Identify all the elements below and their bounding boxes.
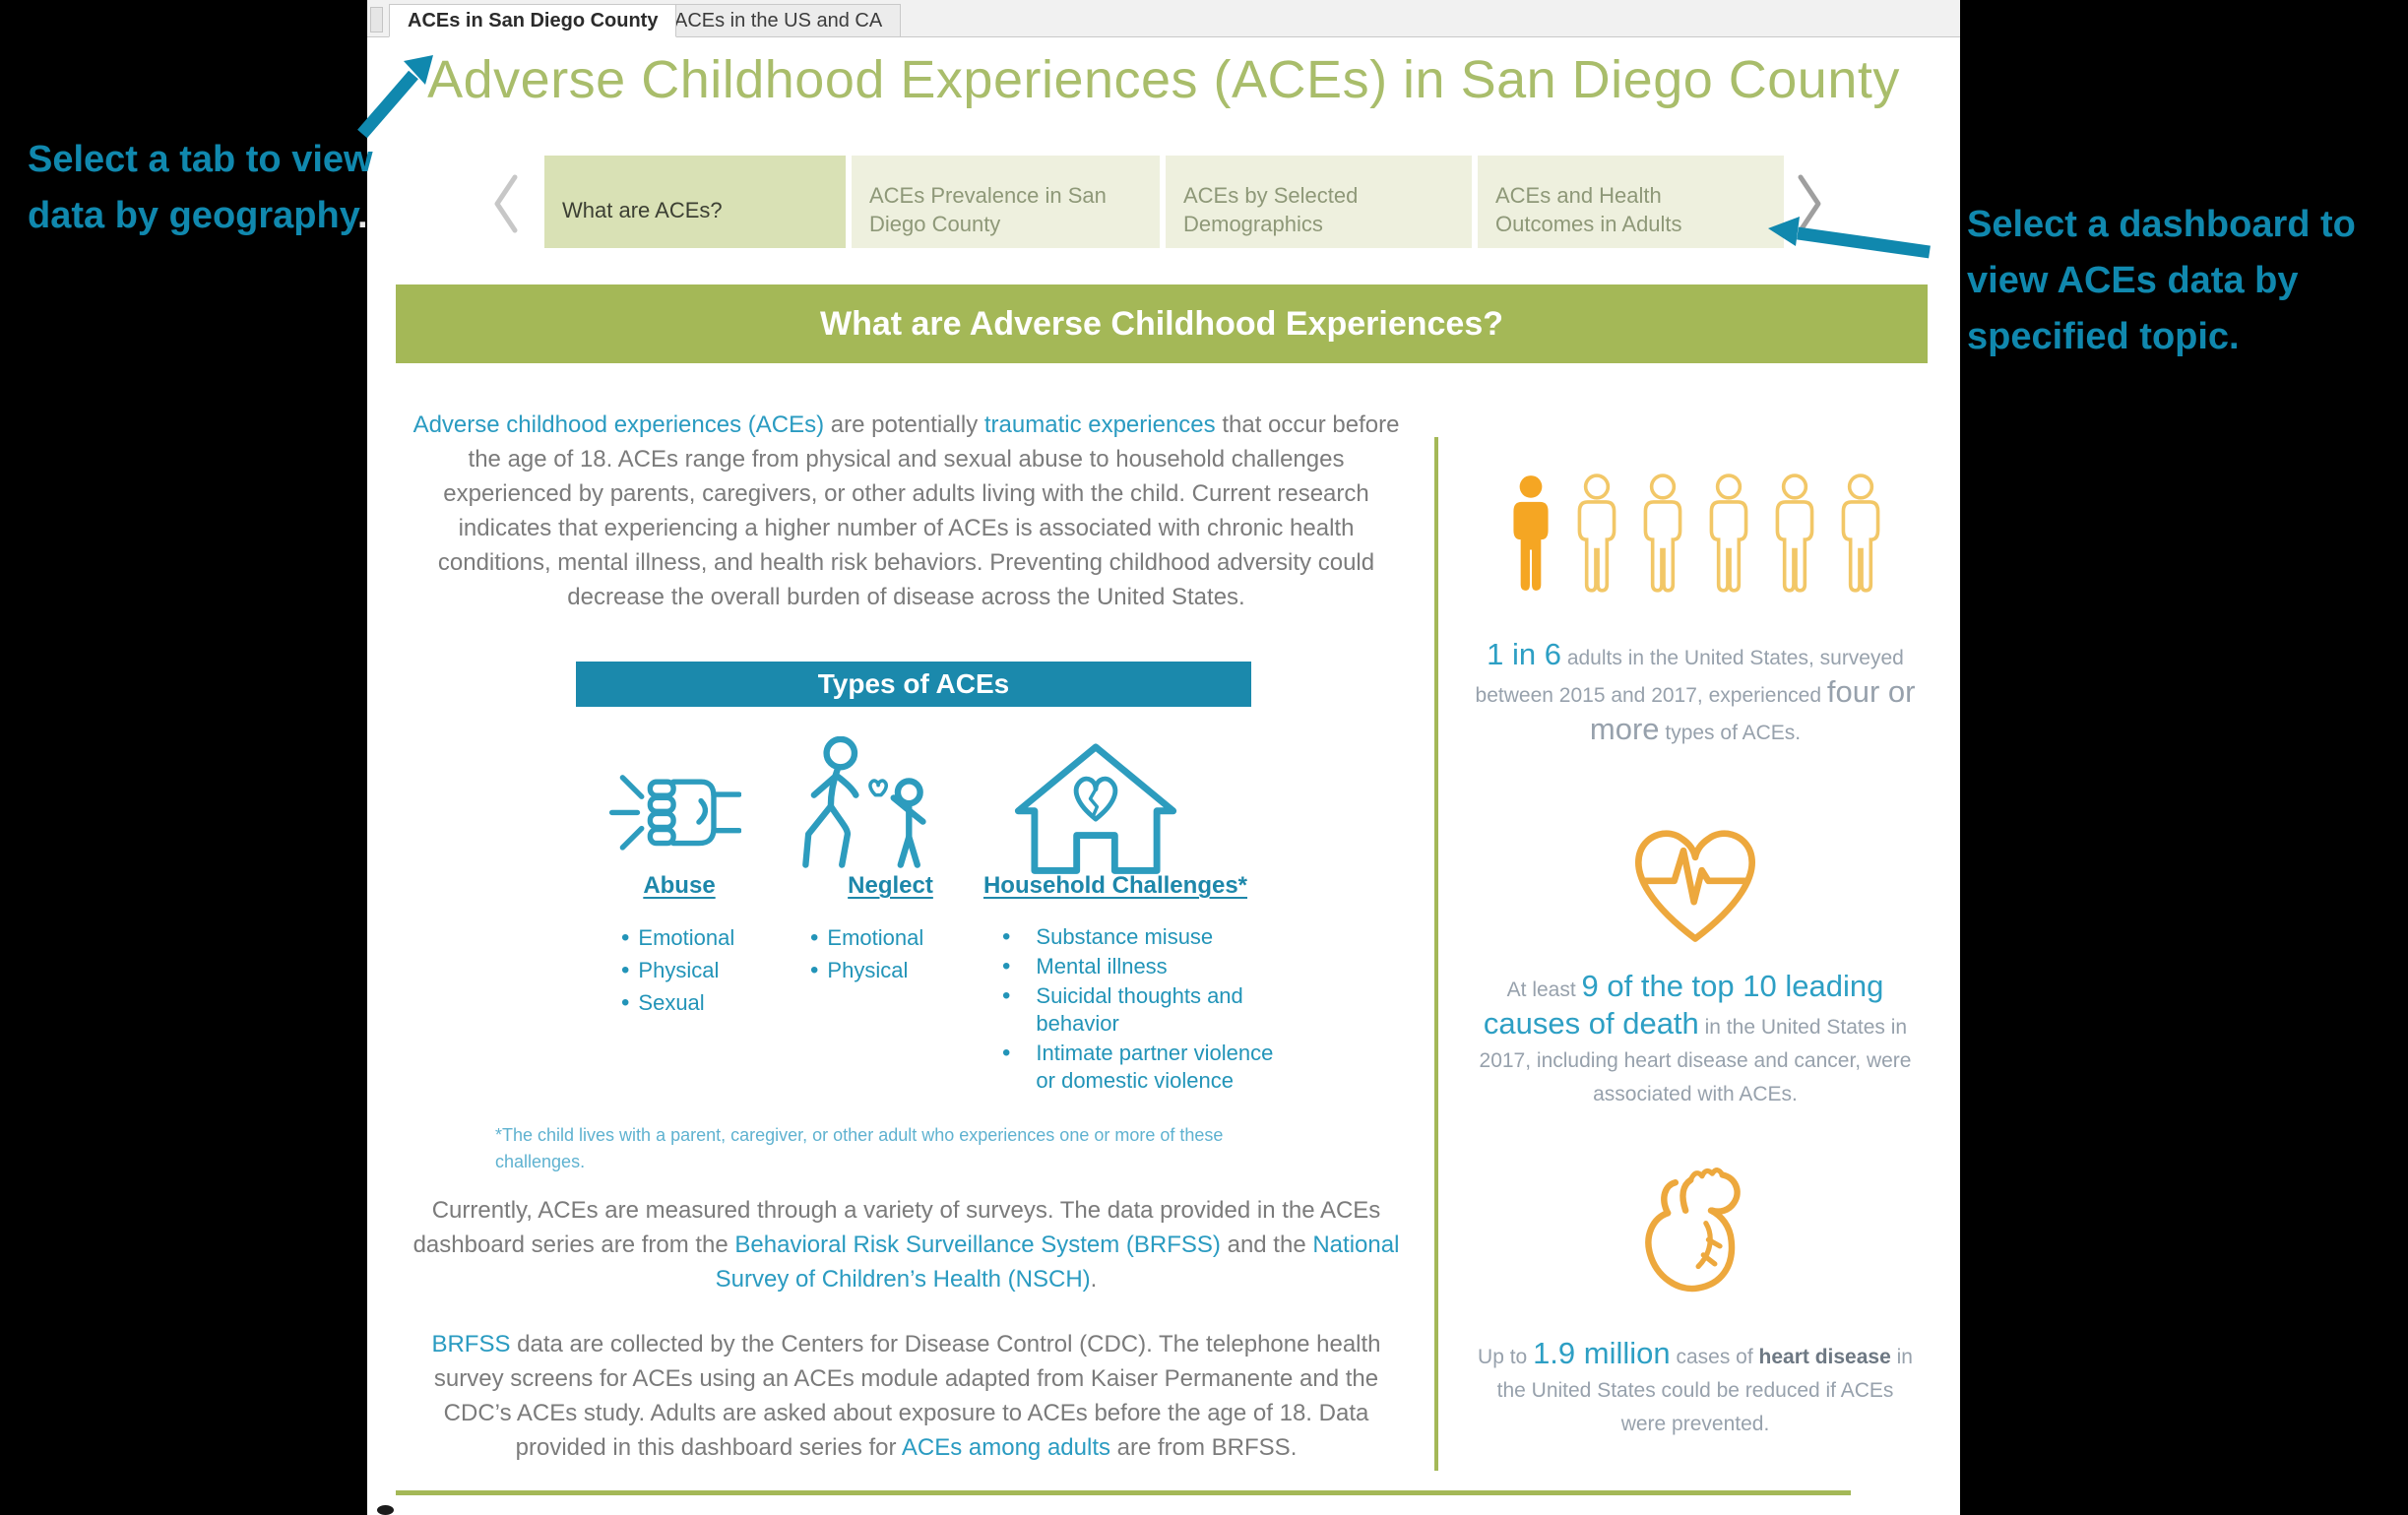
intro-paragraph: Adverse childhood experiences (ACEs) are… bbox=[407, 408, 1406, 614]
type-label-household-challenges: Household Challenges* bbox=[982, 872, 1248, 899]
text-segment: four or more bbox=[1589, 674, 1916, 746]
section-banner: What are Adverse Childhood Experiences? bbox=[396, 284, 1928, 363]
text-segment: Up to bbox=[1478, 1346, 1534, 1368]
nav-next-button[interactable] bbox=[1795, 173, 1824, 234]
type-label-abuse: Abuse bbox=[643, 872, 716, 899]
bottom-divider bbox=[396, 1490, 1851, 1495]
text-segment: cases of bbox=[1670, 1346, 1759, 1368]
chevron-left-icon bbox=[494, 174, 518, 233]
tab-strip-stub[interactable] bbox=[370, 7, 383, 32]
list-item: Emotional bbox=[621, 923, 734, 953]
text-segment: . bbox=[1090, 1266, 1098, 1293]
people-figures-icon bbox=[1475, 471, 1916, 599]
dashboard-button-demographics[interactable]: ACEs by Selected Demographics bbox=[1166, 156, 1472, 248]
brfss-paragraph: BRFSS data are collected by the Centers … bbox=[407, 1327, 1406, 1465]
household-challenges-footnote: *The child lives with a parent, caregive… bbox=[495, 1125, 1224, 1171]
text-segment: National Survey of Children’s Health (NS… bbox=[715, 1231, 1400, 1293]
neglect-list: Emotional Physical bbox=[810, 923, 923, 988]
text-segment: that occur before the age of 18. ACEs ra… bbox=[437, 411, 1400, 610]
neglect-icon bbox=[794, 736, 948, 876]
types-of-aces-banner: Types of ACEs bbox=[576, 662, 1251, 707]
list-item: Mental illness bbox=[1002, 953, 1283, 980]
vertical-divider bbox=[1434, 437, 1438, 1471]
text-segment: data are collected by the Centers for Di… bbox=[433, 1331, 1381, 1461]
tab-aces-us-and-ca[interactable]: ACEs in the US and CA bbox=[656, 4, 902, 37]
person-outline-icon bbox=[1643, 473, 1681, 593]
household-challenges-list: Substance misuseMental illnessSuicidal t… bbox=[1002, 923, 1283, 1097]
person-outline-icon bbox=[1775, 473, 1813, 593]
fist-icon bbox=[603, 754, 741, 860]
text-segment: 1 in 6 bbox=[1487, 637, 1561, 671]
list-item: Sexual bbox=[621, 988, 734, 1018]
nav-prev-button[interactable] bbox=[491, 173, 521, 234]
list-item: Physical bbox=[810, 956, 923, 985]
stat-1-in-6-text: 1 in 6 adults in the United States, surv… bbox=[1475, 638, 1916, 750]
text-segment: and the bbox=[1220, 1231, 1313, 1258]
text-segment: ACEs among adults bbox=[901, 1434, 1110, 1461]
text-segment: are from BRFSS. bbox=[1109, 1434, 1298, 1461]
text-segment: Select a tab to view data by geography bbox=[28, 139, 373, 236]
text-segment: Adverse childhood experiences (ACEs) bbox=[412, 411, 825, 438]
stat-causes-of-death-text: At least 9 of the top 10 leading causes … bbox=[1475, 970, 1916, 1111]
surveys-paragraph: Currently, ACEs are measured through a v… bbox=[407, 1193, 1406, 1296]
text-segment: types of ACEs. bbox=[1659, 722, 1802, 744]
person-filled-icon bbox=[1512, 475, 1549, 591]
page-title: Adverse Childhood Experiences (ACEs) in … bbox=[427, 50, 1900, 109]
text-segment: 9 of the top 10 leading causes of death bbox=[1483, 969, 1884, 1041]
dashboard-button-health-outcomes[interactable]: ACEs and Health Outcomes in Adults bbox=[1478, 156, 1784, 248]
dashboard-button-prevalence[interactable]: ACEs Prevalence in San Diego County bbox=[852, 156, 1160, 248]
list-item: Physical bbox=[621, 956, 734, 985]
text-segment: heart disease bbox=[1758, 1346, 1891, 1368]
tab-aces-san-diego-county[interactable]: ACEs in San Diego County bbox=[389, 4, 677, 37]
list-item: Intimate partner violence or domestic vi… bbox=[1002, 1040, 1283, 1095]
stray-mark bbox=[377, 1505, 394, 1515]
text-segment: 1.9 million bbox=[1533, 1336, 1671, 1370]
text-segment: At least bbox=[1506, 978, 1582, 1001]
list-item: Substance misuse bbox=[1002, 923, 1283, 951]
text-segment: Currently, ACEs are measured through a v… bbox=[412, 1197, 1381, 1258]
annotation-select-tab: Select a tab to view data by geography. bbox=[28, 132, 404, 244]
house-broken-heart-icon bbox=[1007, 740, 1184, 876]
text-segment: Behavioral Risk Surveillance System (BRF… bbox=[734, 1231, 1221, 1258]
heart-ekg-icon bbox=[1475, 807, 1916, 952]
annotation-select-dashboard: Select a dashboard to view ACEs data by … bbox=[1967, 204, 2356, 357]
workbook-tab-strip: ACEs in San Diego County ACEs in the US … bbox=[367, 0, 1960, 37]
annotation-arrow-up-right-icon bbox=[357, 55, 433, 139]
text-segment: in the United States in 2017, including … bbox=[1479, 1016, 1912, 1105]
person-outline-icon bbox=[1577, 473, 1616, 593]
anatomical-heart-icon bbox=[1475, 1160, 1916, 1312]
abuse-list: Emotional Physical Sexual bbox=[621, 923, 734, 1021]
text-segment: . bbox=[357, 195, 368, 236]
list-item: Suicidal thoughts and behavior bbox=[1002, 982, 1283, 1038]
text-segment: traumatic experiences bbox=[983, 411, 1216, 438]
text-segment: in the United States could be reduced if… bbox=[1496, 1346, 1913, 1435]
dashboard-button-what-are-aces[interactable]: What are ACEs? bbox=[544, 156, 846, 248]
type-label-neglect: Neglect bbox=[848, 872, 933, 899]
annotation-arrow-left-icon bbox=[1768, 217, 1931, 259]
text-segment: are potentially bbox=[824, 411, 984, 438]
dashboard-selector: What are ACEs? ACEs Prevalence in San Di… bbox=[544, 156, 1784, 248]
dashboard-sheet: ACEs in San Diego County ACEs in the US … bbox=[367, 0, 1960, 1515]
stat-heart-disease-text: Up to 1.9 million cases of heart disease… bbox=[1475, 1337, 1916, 1441]
text-segment: BRFSS bbox=[431, 1331, 511, 1357]
person-outline-icon bbox=[1841, 473, 1879, 593]
text-segment: adults in the United States, surveyed be… bbox=[1475, 647, 1904, 707]
chevron-right-icon bbox=[1798, 174, 1821, 233]
person-outline-icon bbox=[1709, 473, 1747, 593]
list-item: Emotional bbox=[810, 923, 923, 953]
